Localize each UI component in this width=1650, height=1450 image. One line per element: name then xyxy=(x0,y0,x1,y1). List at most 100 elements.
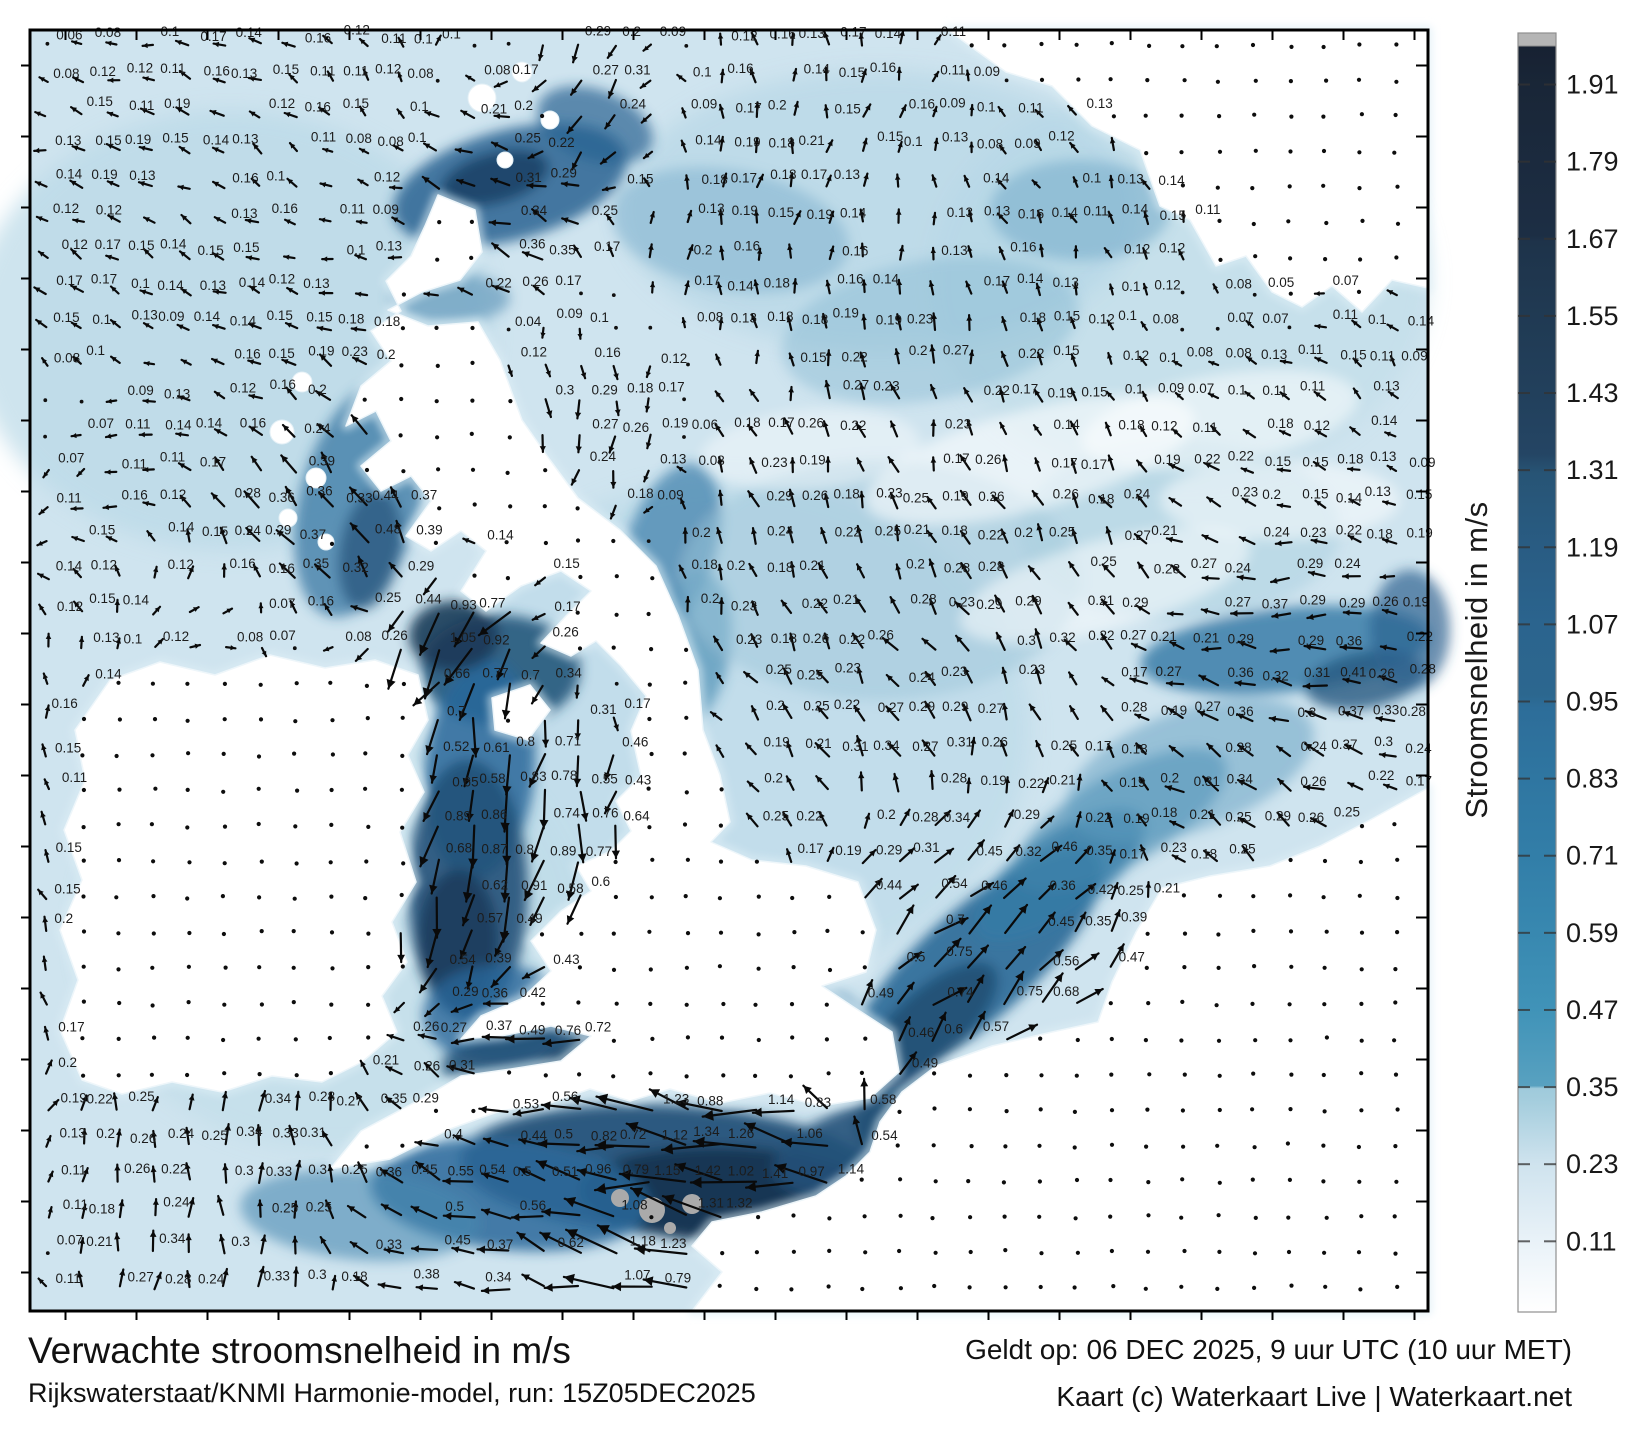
svg-text:1.23: 1.23 xyxy=(660,1236,686,1251)
svg-text:0.27: 0.27 xyxy=(337,1093,363,1108)
svg-text:0.48: 0.48 xyxy=(375,522,401,537)
svg-text:0.13: 0.13 xyxy=(200,278,226,293)
svg-text:0.22: 0.22 xyxy=(161,1162,187,1177)
svg-text:0.22: 0.22 xyxy=(548,135,574,150)
svg-text:0.14: 0.14 xyxy=(160,236,187,251)
svg-text:0.28: 0.28 xyxy=(235,485,261,500)
svg-text:0.37: 0.37 xyxy=(1262,596,1288,611)
svg-text:1.43: 1.43 xyxy=(1566,378,1619,408)
svg-text:0.13: 0.13 xyxy=(232,131,258,146)
svg-text:0.19: 0.19 xyxy=(876,313,902,328)
svg-text:0.28: 0.28 xyxy=(944,561,970,576)
svg-text:0.23: 0.23 xyxy=(736,632,762,647)
svg-text:0.15: 0.15 xyxy=(89,591,115,606)
svg-text:0.26: 0.26 xyxy=(1372,594,1398,609)
svg-text:0.68: 0.68 xyxy=(1053,984,1079,999)
svg-text:0.78: 0.78 xyxy=(551,768,577,783)
svg-text:0.12: 0.12 xyxy=(1124,242,1150,257)
svg-text:1.67: 1.67 xyxy=(1566,224,1619,254)
svg-text:0.27: 0.27 xyxy=(128,1270,154,1285)
svg-text:0.12: 0.12 xyxy=(53,201,79,216)
svg-text:0.18: 0.18 xyxy=(692,557,718,572)
svg-text:0.13: 0.13 xyxy=(660,452,686,467)
svg-text:0.47: 0.47 xyxy=(1566,995,1619,1025)
svg-text:0.68: 0.68 xyxy=(446,841,472,856)
svg-text:0.3: 0.3 xyxy=(1298,705,1317,720)
svg-text:0.29: 0.29 xyxy=(1014,807,1040,822)
svg-text:0.53: 0.53 xyxy=(513,1097,539,1112)
svg-text:0.51: 0.51 xyxy=(552,1164,578,1179)
svg-text:0.16: 0.16 xyxy=(272,201,298,216)
svg-text:0.15: 0.15 xyxy=(1340,348,1366,363)
svg-text:0.19: 0.19 xyxy=(125,132,151,147)
svg-text:0.13: 0.13 xyxy=(1118,171,1144,186)
svg-text:0.3: 0.3 xyxy=(231,1234,250,1249)
svg-text:0.09: 0.09 xyxy=(557,306,583,321)
svg-text:0.22: 0.22 xyxy=(1088,628,1114,643)
svg-text:0.11: 0.11 xyxy=(1333,307,1358,322)
svg-text:0.18: 0.18 xyxy=(341,1269,367,1284)
svg-text:0.19: 0.19 xyxy=(799,452,825,467)
svg-text:0.75: 0.75 xyxy=(1017,983,1043,998)
svg-text:0.89: 0.89 xyxy=(445,808,471,823)
svg-text:0.15: 0.15 xyxy=(53,310,79,325)
svg-text:0.49: 0.49 xyxy=(516,911,542,926)
svg-text:0.08: 0.08 xyxy=(1153,311,1179,326)
svg-text:0.15: 0.15 xyxy=(56,840,82,855)
svg-text:0.27: 0.27 xyxy=(843,378,869,393)
svg-text:0.17: 0.17 xyxy=(1120,846,1146,861)
svg-text:0.18: 0.18 xyxy=(1191,846,1217,861)
svg-text:0.12: 0.12 xyxy=(90,64,116,79)
svg-text:0.1: 0.1 xyxy=(1228,382,1247,397)
svg-text:0.14: 0.14 xyxy=(165,418,192,433)
svg-text:0.29: 0.29 xyxy=(1265,808,1291,823)
svg-text:0.11: 0.11 xyxy=(311,130,336,145)
svg-text:1.41: 1.41 xyxy=(762,1166,788,1181)
svg-text:0.32: 0.32 xyxy=(343,560,369,575)
svg-text:0.14: 0.14 xyxy=(1408,314,1435,329)
colorbar-overflow-cap xyxy=(1517,32,1557,47)
svg-text:0.5: 0.5 xyxy=(445,1199,464,1214)
svg-text:0.26: 0.26 xyxy=(802,488,828,503)
svg-text:0.11: 0.11 xyxy=(1298,342,1323,357)
svg-text:0.76: 0.76 xyxy=(555,1023,581,1038)
svg-text:0.34: 0.34 xyxy=(236,1124,263,1139)
svg-text:0.11: 0.11 xyxy=(122,456,147,471)
svg-text:1.15: 1.15 xyxy=(654,1163,680,1178)
svg-text:0.08: 0.08 xyxy=(346,131,372,146)
svg-text:0.15: 0.15 xyxy=(87,94,113,109)
svg-text:0.14: 0.14 xyxy=(56,166,83,181)
svg-text:0.16: 0.16 xyxy=(230,556,256,571)
svg-text:0.95: 0.95 xyxy=(1566,686,1619,716)
svg-text:0.1: 0.1 xyxy=(693,65,712,80)
svg-text:0.35: 0.35 xyxy=(303,556,329,571)
svg-text:0.25: 0.25 xyxy=(797,668,823,683)
svg-text:0.09: 0.09 xyxy=(1014,136,1040,151)
svg-text:0.31: 0.31 xyxy=(947,734,973,749)
svg-text:0.77: 0.77 xyxy=(479,596,505,611)
svg-text:0.23: 0.23 xyxy=(941,664,967,679)
svg-text:0.18: 0.18 xyxy=(834,487,860,502)
svg-text:0.15: 0.15 xyxy=(1265,454,1291,469)
svg-text:0.93: 0.93 xyxy=(451,598,477,613)
svg-text:0.11: 0.11 xyxy=(57,490,82,505)
svg-text:0.17: 0.17 xyxy=(731,171,757,186)
svg-text:0.19: 0.19 xyxy=(1154,452,1180,467)
svg-text:0.42: 0.42 xyxy=(1088,882,1114,897)
svg-text:0.14: 0.14 xyxy=(157,278,184,293)
svg-text:0.28: 0.28 xyxy=(912,810,938,825)
svg-text:0.12: 0.12 xyxy=(96,202,122,217)
svg-text:0.19: 0.19 xyxy=(764,734,790,749)
svg-text:0.22: 0.22 xyxy=(1368,768,1394,783)
svg-text:0.21: 0.21 xyxy=(481,101,507,116)
svg-text:0.13: 0.13 xyxy=(231,206,257,221)
svg-text:0.09: 0.09 xyxy=(128,383,154,398)
svg-text:0.23: 0.23 xyxy=(1566,1149,1619,1179)
svg-text:0.77: 0.77 xyxy=(482,665,508,680)
svg-text:0.3: 0.3 xyxy=(1374,734,1393,749)
svg-text:0.15: 0.15 xyxy=(198,243,224,258)
svg-text:0.16: 0.16 xyxy=(234,346,260,361)
svg-text:0.3: 0.3 xyxy=(308,1162,327,1177)
colorbar-tick-labels: 1.91 1.79 1.67 1.55 1.43 1.31 1.19 1.07 0.95 0.83… xyxy=(1566,70,1619,1257)
svg-text:0.29: 0.29 xyxy=(413,1091,439,1106)
